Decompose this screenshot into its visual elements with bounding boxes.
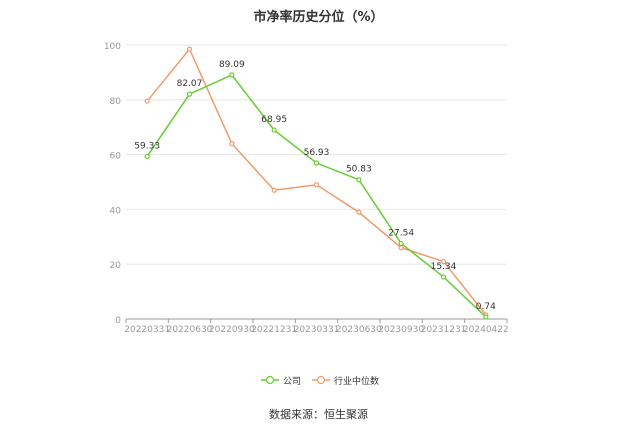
y-tick-label: 60 xyxy=(110,152,122,162)
x-tick-label: 20221231 xyxy=(251,325,297,335)
data-label: 68.95 xyxy=(261,115,287,125)
x-tick-label: 20230331 xyxy=(294,325,340,335)
data-point xyxy=(229,72,235,78)
data-point xyxy=(313,182,320,188)
chart-title: 市净率历史分位（%） xyxy=(253,10,384,25)
data-label: 15.34 xyxy=(431,262,457,272)
data-label: 27.54 xyxy=(388,229,414,239)
x-tick-label: 20220331 xyxy=(124,325,170,335)
data-label: 56.93 xyxy=(304,148,330,158)
y-tick-label: 20 xyxy=(110,261,122,271)
data-label: 82.07 xyxy=(177,79,203,89)
data-label: 89.09 xyxy=(219,60,245,70)
x-tick-label: 20230930 xyxy=(378,325,424,335)
data-label: 50.83 xyxy=(346,165,372,175)
x-tick-label: 20240422 xyxy=(463,325,509,335)
data-point xyxy=(186,91,193,97)
data-point xyxy=(271,187,277,193)
data-point xyxy=(356,209,362,215)
y-tick-label: 40 xyxy=(110,206,122,216)
legend-marker xyxy=(316,375,326,385)
data-point xyxy=(186,46,193,52)
data-label: 59.33 xyxy=(134,141,160,151)
legend-label: 行业中位数 xyxy=(334,375,379,387)
x-tick-label: 20220630 xyxy=(167,325,213,335)
data-point xyxy=(356,177,362,183)
data-point xyxy=(440,274,447,280)
y-tick-label: 80 xyxy=(110,97,122,107)
y-tick-label: 0 xyxy=(115,316,121,326)
data-point xyxy=(271,127,277,133)
x-tick-label: 20230630 xyxy=(336,325,382,335)
legend-marker xyxy=(265,375,275,385)
x-tick-label: 20220930 xyxy=(209,325,255,335)
data-point xyxy=(483,314,489,320)
data-point xyxy=(144,153,150,160)
y-tick-label: 100 xyxy=(104,42,121,52)
data-label: 0.74 xyxy=(476,302,496,312)
series-line xyxy=(146,73,487,318)
data-point xyxy=(313,160,320,166)
data-source: 数据来源：恒生聚源 xyxy=(269,408,368,421)
legend-label: 公司 xyxy=(283,376,301,387)
data-point xyxy=(398,245,404,251)
x-tick-label: 20231231 xyxy=(421,325,467,335)
data-point xyxy=(144,98,150,104)
data-point xyxy=(229,141,235,147)
data-point xyxy=(440,258,447,265)
data-point xyxy=(398,240,404,247)
